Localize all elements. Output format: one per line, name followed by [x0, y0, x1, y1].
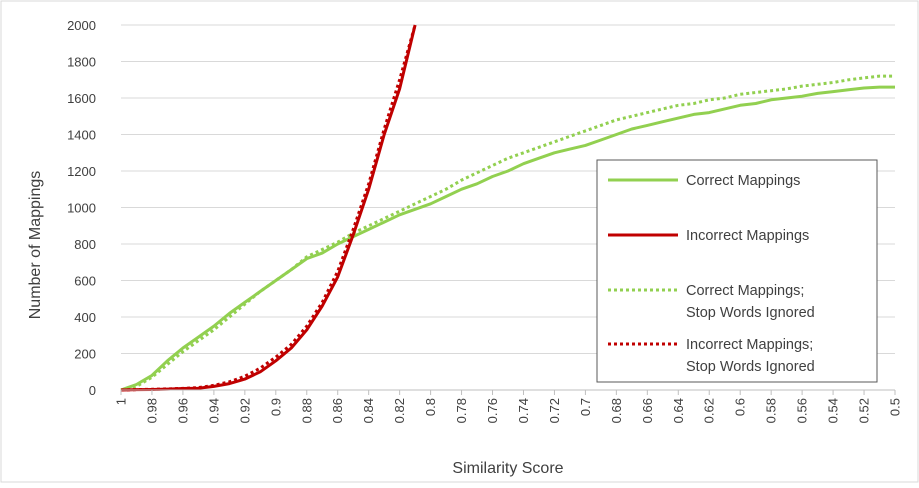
x-tick-label: 0.94 [206, 398, 221, 423]
x-tick-label: 0.5 [888, 398, 903, 416]
x-tick-label: 0.58 [764, 398, 779, 423]
x-tick-label: 0.76 [485, 398, 500, 423]
legend-box [596, 159, 878, 383]
series-line [120, 74, 895, 392]
y-tick-label: 1000 [67, 201, 96, 216]
x-tick-label: 0.82 [392, 398, 407, 423]
x-tick-label: 0.62 [702, 398, 717, 423]
y-tick-label: 0 [89, 383, 96, 398]
x-tick-label: 1 [114, 398, 129, 405]
x-tick-label: 0.74 [516, 398, 531, 423]
x-tick-label: 0.64 [671, 398, 686, 423]
x-tick-label: 0.84 [361, 398, 376, 423]
y-tick-label: 1400 [67, 128, 96, 143]
x-axis-title: Similarity Score [452, 460, 563, 477]
x-tick-label: 0.86 [330, 398, 345, 423]
x-tick-label: 0.92 [237, 398, 252, 423]
x-tick-label: 0.88 [299, 398, 314, 423]
x-tick-label: 0.54 [826, 398, 841, 423]
x-tick-label: 0.6 [733, 398, 748, 416]
legend-label: Stop Words Ignored [686, 305, 815, 321]
x-tick-label: 0.68 [609, 398, 624, 423]
series-line [120, 85, 895, 392]
x-tick-label: 0.52 [857, 398, 872, 423]
legend-label: Stop Words Ignored [686, 359, 815, 375]
x-tick-label: 0.72 [547, 398, 562, 423]
x-tick-label: 0.7 [578, 398, 593, 416]
y-axis-title: Number of Mappings [27, 171, 44, 320]
x-tick-label: 0.66 [640, 398, 655, 423]
legend-label: Correct Mappings; [686, 283, 804, 299]
series-lines [120, 24, 895, 392]
series-line [120, 24, 417, 392]
legend: Correct Mappings Incorrect Mappings Correc… [596, 159, 878, 383]
axes [120, 389, 896, 395]
legend-label: Correct Mappings [686, 173, 800, 189]
tick-labels: 0 200 400 600 800 1000 1200 1400 1600 1800 2000 1 0.… [67, 18, 902, 423]
x-tick-label: 0.78 [454, 398, 469, 423]
legend-label: Incorrect Mappings; [686, 337, 813, 353]
y-tick-label: 400 [74, 310, 96, 325]
x-tick-label: 0.56 [795, 398, 810, 423]
x-tick-label: 0.96 [175, 398, 190, 423]
y-tick-label: 600 [74, 274, 96, 289]
legend-label: Incorrect Mappings [686, 228, 809, 244]
y-tick-label: 2000 [67, 18, 96, 33]
y-tick-label: 800 [74, 237, 96, 252]
y-tick-label: 1600 [67, 91, 96, 106]
y-tick-label: 200 [74, 347, 96, 362]
x-tick-label: 0.8 [423, 398, 438, 416]
y-tick-label: 1200 [67, 164, 96, 179]
y-tick-label: 1800 [67, 55, 96, 70]
x-tick-label: 0.9 [268, 398, 283, 416]
x-tick-label: 0.98 [144, 398, 159, 423]
